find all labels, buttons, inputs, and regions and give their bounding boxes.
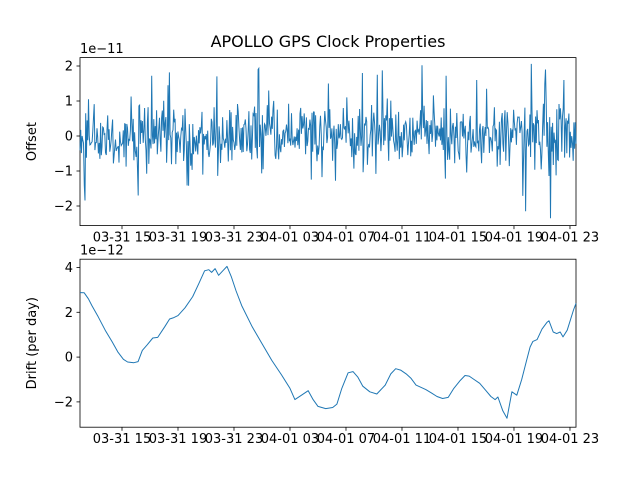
top-axes-x-tick-label: 04-01 19	[485, 231, 543, 246]
bottom-axes-y-tick-label: 2	[65, 306, 73, 321]
bottom-axes-y-tick-label: 4	[65, 261, 73, 276]
offset-series-line	[79, 63, 577, 219]
bottom-axes-x-tick-label: 04-01 23	[541, 432, 599, 447]
top-axis-ylabel: Offset	[25, 122, 40, 161]
bottom-axes-y-tick-label: −2	[54, 395, 73, 410]
bottom-axes-x-tick-label: 04-01 07	[317, 432, 375, 447]
bottom-axes-y-tick-label: 0	[65, 351, 73, 366]
top-axes-x-tick-label: 04-01 15	[429, 231, 487, 246]
top-axes-y-tick-label: −2	[54, 200, 73, 215]
top-axes-y-tick-label: 1	[65, 95, 73, 110]
top-axes-x-tick-label: 03-31 23	[205, 231, 263, 246]
bottom-axes-x-tick-label: 03-31 19	[149, 432, 207, 447]
bottom-axes-x-tick-label: 04-01 19	[485, 432, 543, 447]
top-axes-x-tick-label: 04-01 07	[317, 231, 375, 246]
bottom-axis-scale-label: 1e−12	[80, 244, 124, 259]
top-axes-y-tick-label: 2	[65, 60, 73, 75]
bottom-axes-x-tick-label: 03-31 15	[93, 432, 151, 447]
top-axes-x-tick-label: 03-31 19	[149, 231, 207, 246]
top-axes-x-tick-label: 03-31 15	[93, 231, 151, 246]
bottom-axes-x-tick-label: 04-01 15	[429, 432, 487, 447]
top-axes-x-tick-label: 04-01 23	[541, 231, 599, 246]
top-axis-scale-label: 1e−11	[80, 42, 124, 57]
top-axes-x-tick-label: 04-01 03	[261, 231, 319, 246]
bottom-axes-frame	[79, 258, 577, 428]
chart-title: APOLLO GPS Clock Properties	[211, 32, 446, 51]
drift-series-line	[79, 265, 577, 419]
bottom-axes-x-tick-label: 04-01 11	[373, 432, 431, 447]
top-axes-y-tick-label: 0	[65, 130, 73, 145]
top-axes-x-tick-label: 04-01 11	[373, 231, 431, 246]
bottom-axes-x-tick-label: 04-01 03	[261, 432, 319, 447]
bottom-axis-ylabel: Drift (per day)	[25, 297, 40, 389]
bottom-axes-x-tick-label: 03-31 23	[205, 432, 263, 447]
top-axes-y-tick-label: −1	[54, 165, 73, 180]
